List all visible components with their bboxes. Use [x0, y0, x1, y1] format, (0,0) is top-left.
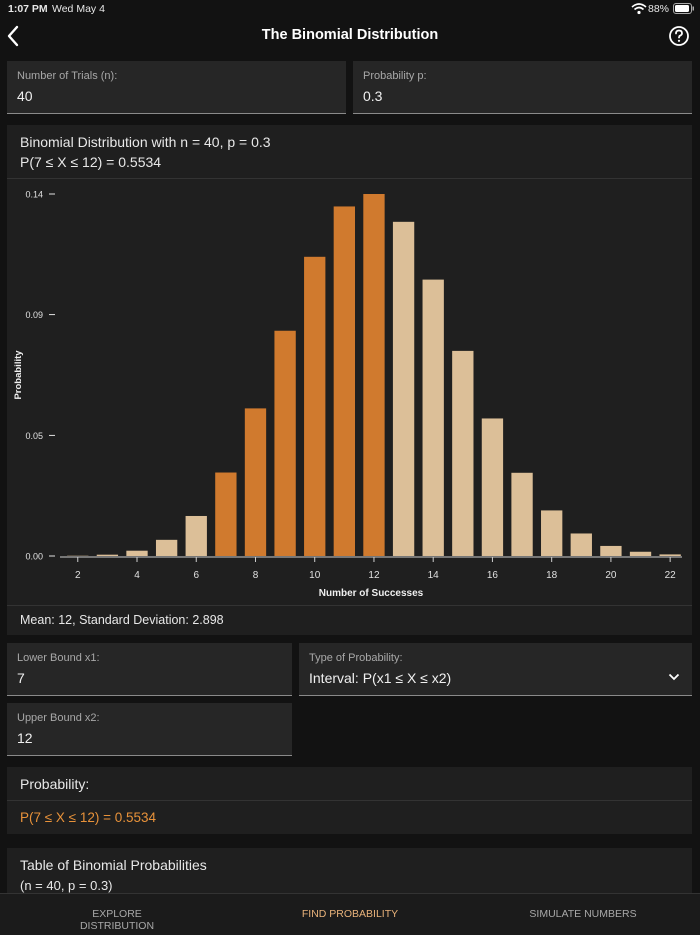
x-tick-label: 2	[75, 570, 81, 581]
bar	[215, 473, 236, 556]
tab-explore[interactable]: EXPLORE DISTRIBUTION	[62, 908, 172, 932]
divider	[7, 605, 692, 606]
x-tick-label: 8	[253, 570, 259, 581]
field-value: 0.3	[363, 88, 382, 104]
bar	[511, 473, 532, 556]
table-card: Table of Binomial Probabilities (n = 40,…	[7, 848, 692, 898]
x-tick-label: 16	[487, 570, 499, 581]
bar	[541, 510, 562, 556]
bar	[600, 546, 621, 556]
bar	[97, 555, 118, 556]
lower-bound-input[interactable]: Lower Bound x1: 7	[7, 643, 292, 696]
y-tick-label: 0.09	[25, 310, 43, 320]
status-time: 1:07 PM	[8, 3, 48, 15]
result-label: Probability:	[20, 776, 89, 792]
y-tick-label: 0.14	[25, 190, 43, 200]
bar	[452, 351, 473, 556]
dropdown-arrow	[668, 673, 680, 681]
result-value: P(7 ≤ X ≤ 12) = 0.5534	[20, 810, 156, 825]
header-title: The Binomial Distribution	[0, 27, 700, 43]
bar	[334, 206, 355, 556]
field-value: 12	[17, 730, 33, 746]
x-tick-label: 12	[368, 570, 380, 581]
probability-type-select[interactable]: Type of Probability: Interval: P(x1 ≤ X …	[299, 643, 692, 696]
y-axis-label: Probability	[13, 350, 24, 400]
table-title: Table of Binomial Probabilities	[20, 857, 207, 873]
x-tick-label: 4	[134, 570, 140, 581]
upper-bound-input[interactable]: Upper Bound x2: 12	[7, 703, 292, 756]
field-value: 40	[17, 88, 33, 104]
bar	[659, 554, 680, 556]
chart-title: Binomial Distribution with n = 40, p = 0…	[20, 134, 271, 150]
battery-level: 88%	[648, 3, 669, 15]
bar	[186, 516, 207, 556]
field-label: Upper Bound x2:	[17, 712, 100, 724]
field-label: Lower Bound x1:	[17, 652, 100, 664]
battery-icon	[673, 3, 695, 14]
chart: 0.00 0.05 0.09 0.14 2 4 6 8 10 12 14 16 18 20 22 Number…	[7, 180, 692, 605]
y-tick-label: 0.00	[25, 552, 43, 562]
field-value: 7	[17, 670, 25, 686]
field-value: Interval: P(x1 ≤ X ≤ x2)	[309, 670, 451, 686]
table-subtitle: (n = 40, p = 0.3)	[20, 878, 113, 893]
x-tick-label: 6	[193, 570, 199, 581]
probability-input[interactable]: Probability p: 0.3	[353, 61, 692, 114]
tab-find[interactable]: FIND PROBABILITY	[295, 908, 405, 920]
divider	[7, 800, 692, 801]
help-button[interactable]	[668, 25, 690, 47]
bar	[393, 222, 414, 556]
x-tick-label: 22	[665, 570, 677, 581]
bar	[245, 408, 266, 556]
bar	[274, 331, 295, 556]
y-tick-label: 0.05	[25, 431, 43, 441]
status-date: Wed May 4	[52, 3, 105, 15]
bar	[304, 257, 325, 556]
x-tick-label: 20	[605, 570, 617, 581]
bar	[423, 280, 444, 556]
chart-subtitle: P(7 ≤ X ≤ 12) = 0.5534	[20, 154, 161, 170]
bar	[156, 540, 177, 556]
bar	[363, 194, 384, 556]
divider	[7, 178, 692, 179]
bar	[482, 418, 503, 556]
x-tick-label: 18	[546, 570, 558, 581]
bar	[630, 552, 651, 556]
field-label: Number of Trials (n):	[17, 70, 117, 82]
trials-input[interactable]: Number of Trials (n): 40	[7, 61, 346, 114]
field-label: Probability p:	[363, 70, 427, 82]
tab-simulate[interactable]: SIMULATE NUMBERS	[528, 908, 638, 920]
wifi-icon	[630, 2, 648, 16]
result-card: Probability: P(7 ≤ X ≤ 12) = 0.5534	[7, 767, 692, 834]
x-tick-label: 14	[428, 570, 440, 581]
x-axis-label: Number of Successes	[319, 588, 424, 599]
bar	[571, 533, 592, 556]
summary: Mean: 12, Standard Deviation: 2.898	[20, 613, 224, 627]
field-label: Type of Probability:	[309, 652, 403, 664]
bar	[126, 551, 147, 556]
x-tick-label: 10	[309, 570, 321, 581]
